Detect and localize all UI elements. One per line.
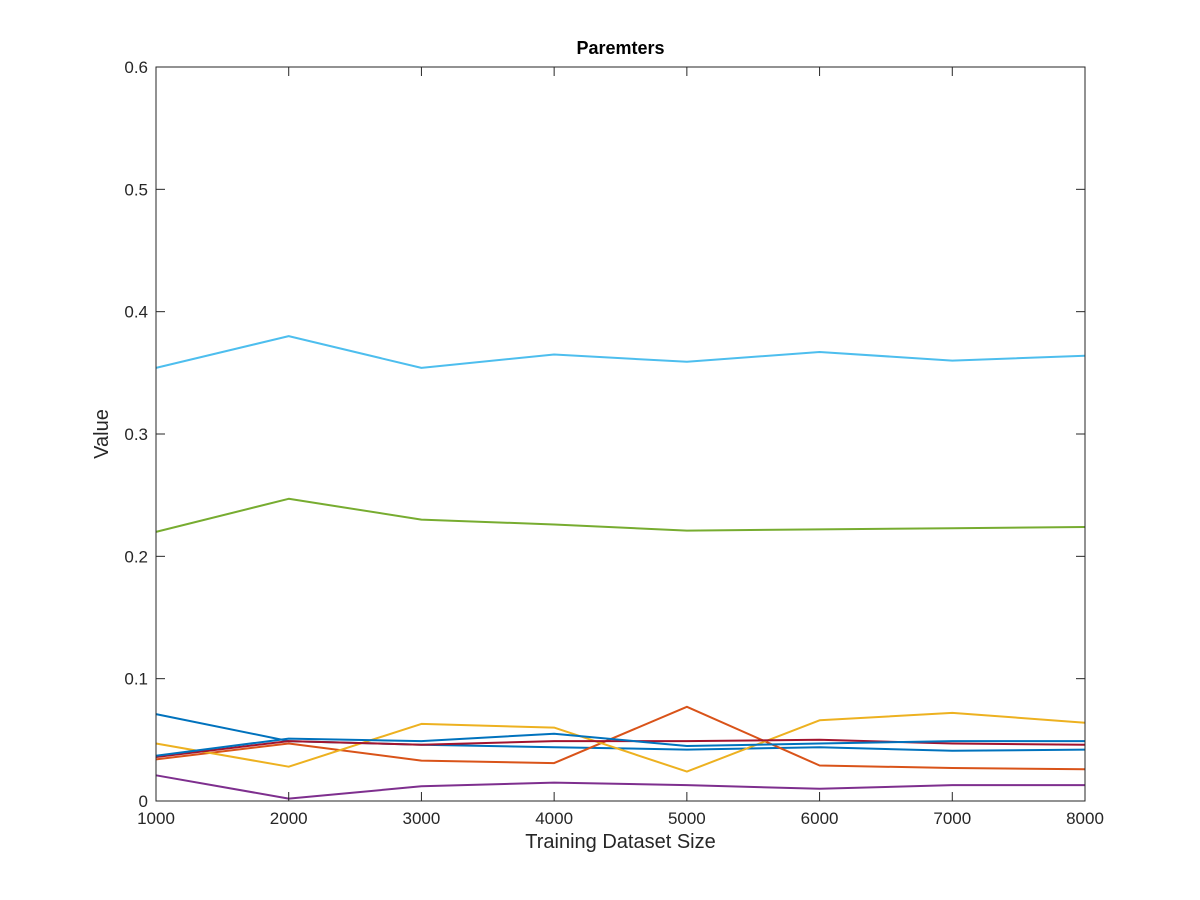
x-tick-label: 3000 — [403, 809, 441, 828]
series-line-5 — [155, 497, 1086, 533]
y-tick-label: 0.1 — [124, 670, 148, 689]
x-tick-label: 5000 — [668, 809, 706, 828]
series-line-4 — [155, 774, 1085, 800]
series-line-3 — [155, 711, 1086, 773]
series-line-8 — [155, 732, 1085, 757]
y-axis-label: Value — [91, 409, 113, 459]
series-line-6 — [155, 335, 1086, 369]
x-tick-label: 6000 — [801, 809, 839, 828]
y-tick-label: 0.3 — [124, 425, 148, 444]
x-tick-label: 8000 — [1066, 809, 1104, 828]
plot-area — [156, 67, 1085, 801]
x-tick-label: 4000 — [535, 809, 573, 828]
y-tick-label: 0.4 — [124, 303, 148, 322]
y-tick-label: 0 — [139, 792, 148, 811]
y-tick-label: 0.2 — [124, 547, 148, 566]
x-tick-label: 7000 — [933, 809, 971, 828]
ticks-layer: 1000 2000 3000 4000 5000 6000 7000 8000 0 0.1 0.2 0… — [124, 58, 1104, 828]
y-tick-label: 0.6 — [124, 58, 148, 77]
x-tick-label: 2000 — [270, 809, 308, 828]
series-layer — [155, 335, 1086, 800]
series-line-7 — [155, 738, 1086, 758]
series-line-2 — [155, 705, 1086, 771]
y-tick-label: 0.5 — [124, 180, 148, 199]
x-axis-label: Training Dataset Size — [525, 831, 715, 853]
chart-title: Paremters — [576, 38, 664, 58]
x-tick-label: 1000 — [137, 809, 175, 828]
